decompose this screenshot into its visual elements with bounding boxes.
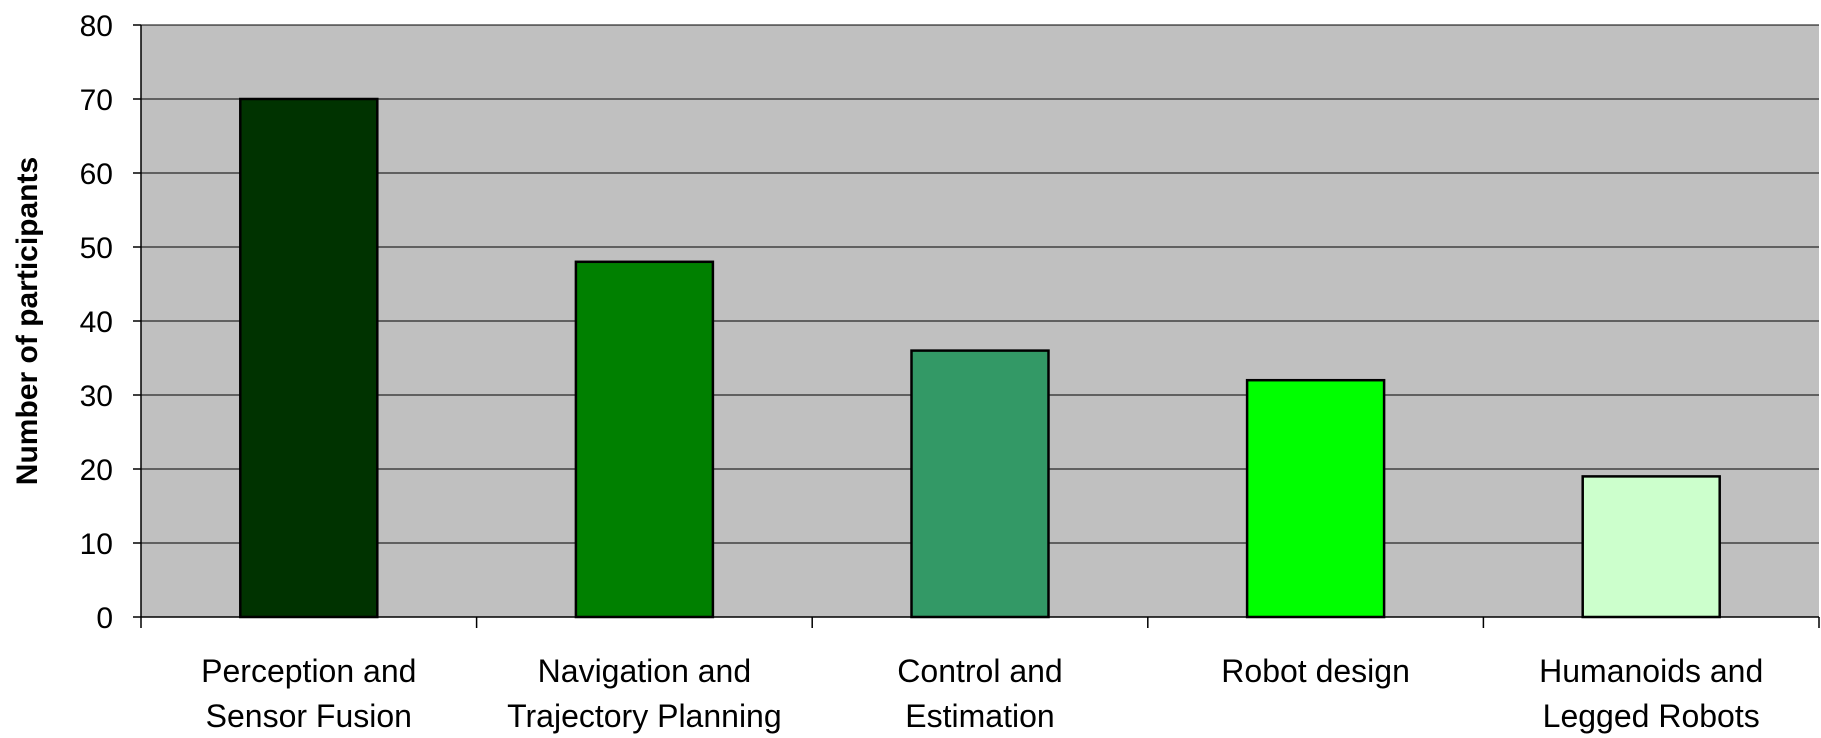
bar (239, 97, 379, 619)
category-label-line: Perception and (201, 653, 416, 689)
y-tick-label: 30 (80, 380, 113, 413)
category-label-line: Sensor Fusion (206, 698, 412, 734)
y-tick-label: 10 (80, 528, 113, 561)
category-label-line: Navigation and (538, 653, 751, 689)
y-tick-label: 80 (80, 10, 113, 43)
y-axis-title: Number of participants (11, 157, 44, 485)
bar (1581, 475, 1721, 619)
category-label-line: Estimation (905, 698, 1054, 734)
y-tick-label: 0 (96, 602, 113, 635)
y-tick-labels: 0 10 20 30 40 50 60 70 80 (80, 10, 113, 635)
category-label: Perception and Sensor Fusion (201, 653, 416, 734)
category-label-line: Robot design (1221, 653, 1410, 689)
category-label-line: Humanoids and (1539, 653, 1763, 689)
category-label: Humanoids and Legged Robots (1539, 653, 1763, 734)
y-tick-label: 60 (80, 158, 113, 191)
bar (574, 260, 715, 619)
category-label: Control and Estimation (897, 653, 1062, 734)
y-tick-label: 50 (80, 232, 113, 265)
category-label-line: Trajectory Planning (507, 698, 782, 734)
category-label: Navigation and Trajectory Planning (507, 653, 782, 734)
y-tick-label: 40 (80, 306, 113, 339)
category-label-line: Control and (897, 653, 1062, 689)
bar (1245, 378, 1386, 619)
category-label: Robot design (1221, 653, 1410, 689)
bar (910, 349, 1050, 619)
category-labels: Perception and Sensor Fusion Navigation an… (201, 653, 1763, 734)
axes (133, 24, 1820, 628)
category-label-line: Legged Robots (1543, 698, 1760, 734)
y-tick-label: 70 (80, 84, 113, 117)
y-tick-label: 20 (80, 454, 113, 487)
bars (239, 97, 1721, 619)
